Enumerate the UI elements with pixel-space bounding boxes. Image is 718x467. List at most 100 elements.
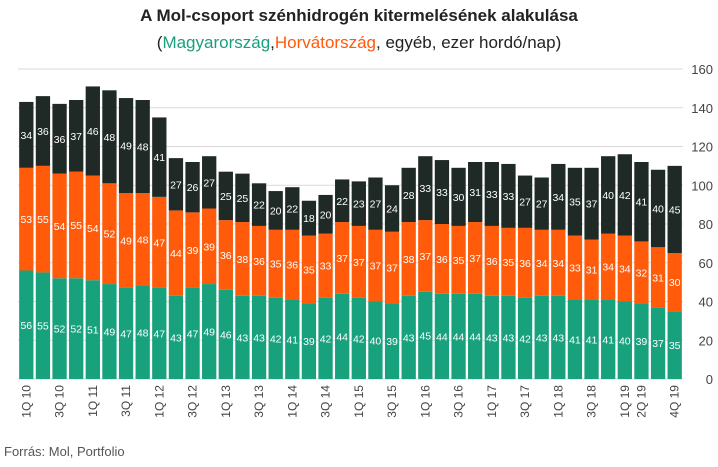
bar-other	[384, 185, 400, 232]
data-label-hr: 31	[652, 272, 664, 284]
bar-hr	[567, 235, 583, 300]
bar-other	[667, 165, 682, 254]
bar-hu	[235, 295, 250, 379]
source-note: Forrás: Mol, Portfolio	[4, 444, 125, 459]
data-label-other: 22	[336, 196, 348, 208]
data-label-hr: 48	[137, 235, 149, 247]
x-tick-label: 1Q 18	[551, 385, 565, 418]
data-label-other: 46	[87, 126, 99, 138]
data-label-hu: 41	[586, 334, 598, 346]
bar-hr	[85, 175, 100, 281]
x-tick-label: 1Q 14	[285, 385, 299, 418]
bar-hr	[418, 220, 433, 292]
bar-other	[401, 167, 416, 223]
bar-hu	[601, 299, 616, 379]
bar-hr	[534, 229, 549, 296]
bar-hr	[52, 173, 67, 279]
data-label-hu: 39	[303, 336, 315, 348]
bar-other	[584, 167, 599, 240]
data-label-hr: 37	[469, 253, 481, 265]
bar-hu	[318, 297, 333, 379]
x-tick-label: 1Q 12	[152, 385, 166, 418]
data-label-hu: 43	[536, 332, 548, 344]
data-label-other: 33	[503, 191, 515, 203]
bar-other	[418, 156, 433, 221]
data-label-hu: 44	[453, 331, 465, 343]
chart-subtitle: (Magyarország,Horvátország, egyéb, ezer …	[0, 33, 718, 53]
bar-other	[35, 96, 51, 166]
data-label-hu: 41	[286, 334, 298, 346]
data-label-other: 27	[203, 177, 215, 189]
bar-hr	[451, 225, 466, 294]
bar-other	[617, 154, 632, 236]
bar-hr	[650, 247, 666, 308]
data-label-other: 34	[20, 130, 32, 142]
x-tick-label: 3Q 16	[452, 385, 466, 418]
data-label-other: 41	[153, 152, 165, 164]
bar-hu	[501, 295, 516, 379]
bar-other	[118, 98, 134, 193]
y-tick-label: 160	[691, 62, 713, 77]
data-label-other: 34	[552, 192, 564, 204]
bar-other	[351, 181, 366, 226]
data-label-hr: 53	[20, 214, 32, 226]
data-label-other: 37	[586, 199, 598, 211]
data-label-hu: 44	[336, 331, 348, 343]
bar-hr	[285, 229, 300, 300]
bar-other	[335, 179, 350, 223]
x-tick-label: 1Q 11	[86, 385, 100, 417]
data-label-hr: 30	[669, 277, 681, 289]
x-tick-label: 3Q 12	[186, 385, 200, 418]
data-label-other: 28	[403, 190, 415, 202]
x-tick-label: 3Q 18	[585, 385, 599, 418]
data-label-hr: 34	[602, 262, 614, 274]
data-label-other: 27	[519, 197, 531, 209]
data-label-hr: 37	[419, 251, 431, 263]
bar-hr	[35, 165, 51, 273]
data-label-hr: 33	[569, 263, 581, 275]
bar-hu	[567, 299, 583, 379]
data-label-hr: 37	[386, 263, 398, 275]
data-label-hr: 35	[270, 259, 282, 271]
bar-hu	[667, 311, 682, 379]
bar-other	[202, 156, 217, 209]
subtitle-rest: , egyéb, ezer hordó/nap)	[376, 33, 562, 52]
data-label-other: 35	[569, 197, 581, 209]
bar-hu	[434, 293, 450, 379]
data-label-hu: 42	[519, 333, 531, 345]
data-label-hr: 32	[636, 267, 648, 279]
bar-other	[218, 171, 233, 221]
data-label-other: 27	[170, 179, 182, 191]
bar-hu	[617, 301, 632, 379]
data-label-other: 42	[619, 190, 631, 202]
y-tick-label: 140	[691, 101, 713, 116]
data-label-hr: 38	[403, 254, 415, 266]
data-label-hr: 37	[353, 257, 365, 269]
x-tick-label: 3Q 11	[119, 385, 133, 417]
data-label-hr: 36	[286, 260, 298, 272]
data-label-other: 49	[120, 141, 132, 153]
bar-other	[468, 162, 483, 223]
bar-hr	[501, 227, 516, 296]
data-label-hu: 49	[104, 327, 116, 339]
data-label-other: 36	[54, 134, 66, 146]
x-tick-label: 1Q 13	[219, 385, 233, 418]
bar-hu	[484, 295, 499, 379]
bar-hr	[268, 229, 283, 298]
bar-hr	[384, 231, 400, 304]
bar-hu	[85, 280, 100, 379]
data-label-hu: 52	[54, 324, 66, 336]
bar-other	[19, 101, 34, 168]
bar-hr	[368, 229, 383, 302]
data-label-hr: 35	[503, 257, 515, 269]
data-label-hu: 37	[652, 338, 664, 350]
data-label-hr: 34	[552, 258, 564, 270]
data-label-hr: 36	[220, 250, 232, 262]
bar-hu	[69, 278, 84, 379]
data-label-other: 27	[536, 199, 548, 211]
data-label-hr: 36	[519, 258, 531, 270]
bar-hr	[301, 235, 317, 304]
data-label-other: 24	[386, 204, 398, 216]
bar-hu	[301, 303, 317, 379]
bar-other	[235, 173, 250, 223]
